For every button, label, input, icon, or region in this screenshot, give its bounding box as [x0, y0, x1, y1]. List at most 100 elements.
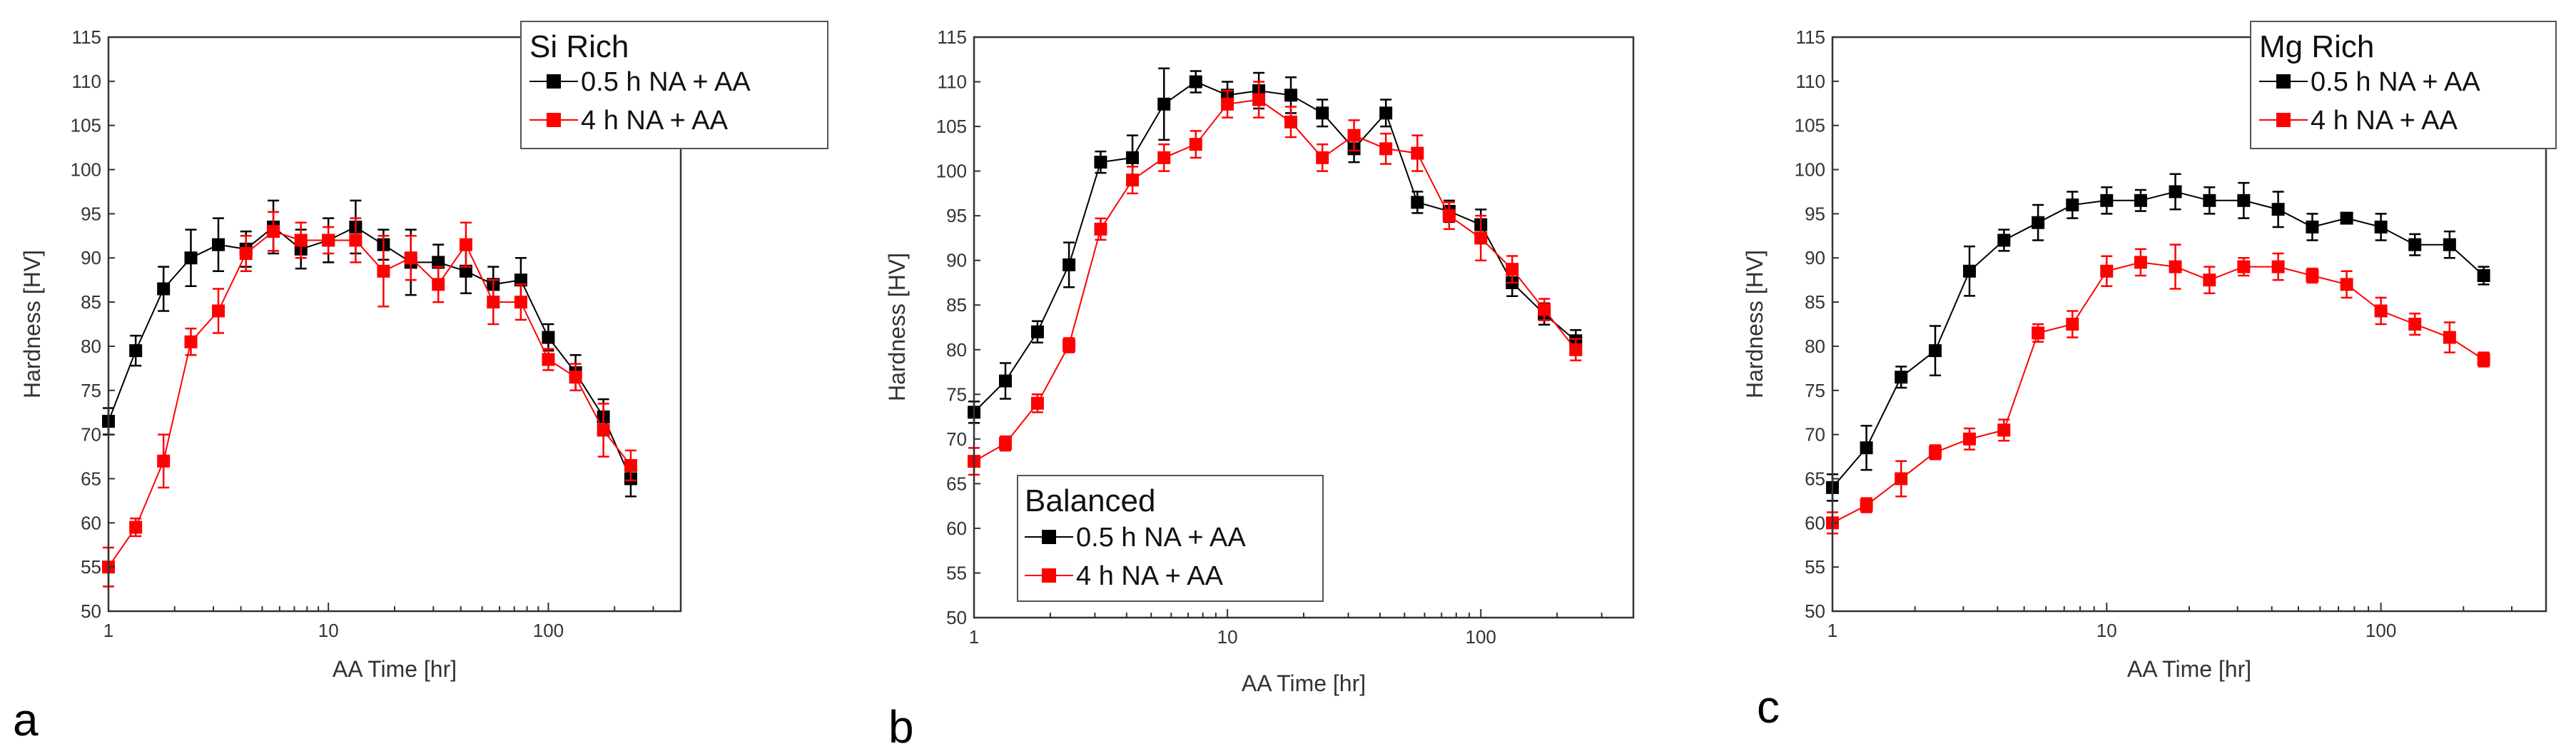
data-point	[2237, 260, 2251, 273]
data-point	[1411, 146, 1424, 160]
x-axis-title-c: AA Time [hr]	[2127, 656, 2251, 682]
data-point	[542, 331, 555, 344]
data-point	[2477, 353, 2490, 366]
legend-box-a	[520, 21, 828, 149]
y-tick-label-c-75: 75	[1805, 380, 1825, 401]
data-point	[2443, 238, 2456, 251]
data-point	[459, 238, 472, 251]
data-point	[1963, 432, 1977, 446]
panel-label-b: b	[888, 701, 914, 749]
legend-title-b: Balanced	[1025, 483, 1155, 518]
y-tick-label-c-105: 105	[1795, 115, 1825, 136]
data-point	[432, 278, 445, 291]
data-point	[1189, 138, 1202, 151]
legend-c: Mg Rich 0.5 h NA + AA 4 h NA + AA	[2250, 21, 2557, 149]
data-point	[1157, 151, 1171, 164]
data-point	[2374, 304, 2388, 318]
data-point	[2271, 203, 2285, 216]
data-point	[1063, 258, 1076, 271]
data-point	[1506, 263, 1519, 276]
legend-label-series-2-b: 4 h NA + AA	[1076, 561, 1224, 591]
x-axis-c: 1 10 100	[1827, 603, 2547, 641]
y-tick-label-c-95: 95	[1805, 203, 1825, 224]
data-point	[129, 521, 143, 534]
data-point	[1126, 174, 1140, 187]
legend-marker-series-2-a	[547, 113, 561, 127]
series-2-b	[968, 81, 1583, 476]
y-tick-label-c-90: 90	[1805, 247, 1825, 268]
y-axis-a: 50 55 60 65 70 75 80 85 90 95 100 105 110 115	[71, 26, 115, 622]
x-tick-label-c-100: 100	[2365, 620, 2396, 641]
data-point	[2374, 220, 2388, 233]
data-point	[2100, 193, 2114, 207]
y-tick-label-b-65: 65	[946, 473, 967, 494]
data-point	[2408, 238, 2422, 251]
panel-label-a: a	[13, 694, 39, 745]
data-point	[1929, 446, 1942, 459]
panel-label-c: c	[1757, 681, 1780, 733]
series-line	[1832, 191, 2485, 488]
chart-marks-a	[102, 199, 637, 588]
data-point	[1895, 472, 1908, 486]
y-axis-title-c: Hardness [HV]	[1742, 250, 1768, 398]
y-tick-label-a-110: 110	[72, 71, 101, 92]
data-point	[1442, 209, 1456, 223]
data-point	[294, 233, 308, 247]
data-point	[998, 374, 1012, 388]
data-point	[514, 296, 527, 309]
y-tick-label-a-95: 95	[81, 203, 101, 224]
series-line	[108, 230, 632, 568]
data-point	[1126, 151, 1140, 164]
data-point	[2032, 326, 2045, 340]
x-axis-title-a: AA Time [hr]	[333, 656, 457, 682]
data-point	[2100, 264, 2114, 278]
y-tick-label-a-115: 115	[72, 26, 101, 48]
y-tick-label-c-115: 115	[1796, 26, 1825, 48]
y-axis-b: 50 55 60 65 70 75 80 85 90 95 100 105 110 115	[936, 26, 980, 628]
y-tick-label-a-85: 85	[81, 291, 101, 313]
data-point	[2203, 193, 2216, 207]
data-point	[1030, 396, 1044, 410]
data-point	[1474, 231, 1488, 245]
data-point	[157, 454, 171, 468]
data-point	[1997, 423, 2011, 437]
data-point	[514, 273, 527, 287]
y-tick-label-a-65: 65	[81, 468, 101, 489]
data-point	[1094, 156, 1107, 169]
legend-marker-series-2-c	[2276, 113, 2291, 127]
data-point	[2340, 211, 2353, 225]
data-point	[597, 423, 610, 437]
y-axis-title-b: Hardness [HV]	[884, 253, 910, 401]
y-tick-label-a-90: 90	[81, 247, 101, 268]
legend-marker-series-1-b	[1042, 530, 1056, 544]
data-point	[2169, 185, 2182, 198]
y-tick-label-c-65: 65	[1805, 468, 1825, 489]
y-tick-label-c-110: 110	[1796, 71, 1825, 92]
data-point	[2408, 318, 2422, 331]
data-point	[487, 296, 500, 309]
data-point	[1997, 233, 2011, 247]
data-point	[1538, 303, 1551, 316]
y-axis-c: 50 55 60 65 70 75 80 85 90 95 100 105 110 115	[1795, 26, 1839, 622]
y-tick-label-b-105: 105	[936, 116, 967, 137]
legend-title-a: Si Rich	[529, 29, 629, 64]
legend-marker-series-2-b	[1042, 568, 1056, 583]
data-point	[2477, 268, 2490, 282]
y-tick-label-c-100: 100	[1795, 159, 1825, 181]
y-tick-label-c-60: 60	[1805, 512, 1825, 533]
data-point	[1316, 106, 1329, 120]
y-tick-label-b-90: 90	[946, 250, 967, 271]
y-tick-label-b-75: 75	[946, 383, 967, 405]
data-point	[542, 353, 555, 366]
x-axis-a: 1 10 100	[103, 603, 681, 641]
y-tick-label-b-115: 115	[938, 26, 967, 48]
legend-marker-series-1-a	[547, 74, 561, 89]
x-tick-label-a-1: 1	[103, 620, 113, 641]
legend-a: Si Rich 0.5 h NA + AA 4 h NA + AA	[520, 21, 828, 149]
y-tick-label-a-100: 100	[71, 159, 101, 181]
y-tick-label-a-70: 70	[81, 424, 101, 446]
legend-label-series-1-b: 0.5 h NA + AA	[1076, 523, 1246, 553]
x-tick-label-b-1: 1	[969, 626, 979, 648]
